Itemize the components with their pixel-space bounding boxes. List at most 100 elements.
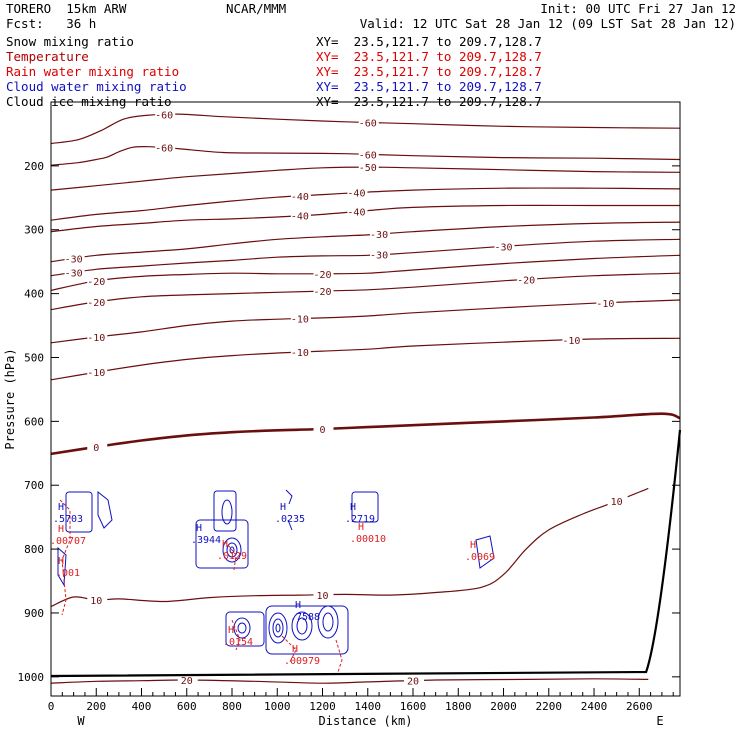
contour-label-bg xyxy=(596,296,617,308)
rain-water-max-label: .00979 xyxy=(284,656,320,667)
x-tick-label: 600 xyxy=(177,700,197,713)
model-title: TORERO 15km ARW xyxy=(6,1,127,16)
contour-label-bg xyxy=(155,108,176,120)
contour-label: 10 xyxy=(611,497,623,508)
temperature-contour xyxy=(50,145,681,166)
cloud-water-max-label: .5703 xyxy=(53,514,83,525)
contour-label: -60 xyxy=(155,144,173,155)
contour-label-bg xyxy=(358,161,379,173)
cloud-water-max-label: .7588 xyxy=(290,612,320,623)
cloud-water-max-label: .3944 xyxy=(191,535,221,546)
y-tick-label: 500 xyxy=(24,351,44,364)
rain-water-max-marker: H xyxy=(470,540,476,551)
contour-label-bg xyxy=(64,266,85,278)
contour-label: -20 xyxy=(87,298,105,309)
contour-label: 20 xyxy=(407,677,419,688)
contour-label-bg xyxy=(313,588,334,600)
rain-water-max-label: .0069 xyxy=(465,552,495,563)
plot-frame-border xyxy=(50,101,681,697)
contour-label: -40 xyxy=(347,208,365,219)
x-tick-label: 1400 xyxy=(355,700,382,713)
temperature-contour xyxy=(50,254,681,291)
contour-label-bg xyxy=(313,285,334,297)
contour-label: -50 xyxy=(359,163,377,174)
contour-label: -20 xyxy=(313,270,331,281)
rain-water-max-marker: H xyxy=(58,524,64,535)
y-axis-label: Pressure (hPa) xyxy=(3,348,17,449)
rain-water-max-marker: H xyxy=(292,644,298,655)
legend-temperature-xy: XY= 23.5,121.7 to 209.7,128.7 xyxy=(316,49,542,64)
y-tick-label: 900 xyxy=(24,607,44,620)
x-tick-label: 800 xyxy=(222,700,242,713)
contour-label: -60 xyxy=(359,118,377,129)
contour-label: -10 xyxy=(562,336,580,347)
contour-label: -60 xyxy=(155,111,173,122)
contour-label-bg xyxy=(358,148,379,160)
contour-label-bg xyxy=(313,267,334,279)
contour-label: -10 xyxy=(291,315,309,326)
x-tick-label: 1200 xyxy=(309,700,336,713)
contour-label-bg xyxy=(87,331,108,343)
rain-water-max-marker: H xyxy=(228,625,234,636)
temperature-contour xyxy=(50,299,681,344)
contour-label: -40 xyxy=(291,212,309,223)
contour-label-bg xyxy=(87,440,108,452)
contour-label: -30 xyxy=(370,230,388,241)
x-tick-label: 2200 xyxy=(536,700,563,713)
x-tick-label: 1600 xyxy=(400,700,427,713)
rain-water-max-label: .00010 xyxy=(350,534,386,545)
temperature-contour xyxy=(50,187,681,221)
contour-label-bg xyxy=(290,346,311,358)
cloud-water-max-marker: H xyxy=(196,523,202,534)
contour-label-bg xyxy=(177,674,198,686)
plot-frame xyxy=(50,101,681,697)
contour-label-bg xyxy=(313,423,334,435)
valid-time: Valid: 12 UTC Sat 28 Jan 12 (09 LST Sat … xyxy=(359,16,736,31)
temperature-contour xyxy=(50,113,681,145)
y-tick-label: 400 xyxy=(24,288,44,301)
contour-label-bg xyxy=(517,273,538,285)
y-tick-label: 1000 xyxy=(18,671,45,684)
x-tick-label: 2600 xyxy=(626,700,653,713)
temperature-contour xyxy=(50,221,681,263)
contour-label-bg xyxy=(370,248,391,260)
contour-label: 20 xyxy=(181,676,193,687)
legend-snow-xy: XY= 23.5,121.7 to 209.7,128.7 xyxy=(316,34,542,49)
contour-label: -30 xyxy=(370,251,388,262)
terrain-line xyxy=(50,429,682,678)
contour-label: -20 xyxy=(517,276,535,287)
contour-label-bg xyxy=(290,312,311,324)
cloud-water-max-marker: H xyxy=(280,502,286,513)
contour-label: -40 xyxy=(347,189,365,200)
contour-label: 0 xyxy=(319,425,325,436)
contour-label: -10 xyxy=(291,348,309,359)
contour-label-bg xyxy=(87,366,108,378)
x-tick-label: 1800 xyxy=(445,700,472,713)
west-label: W xyxy=(77,714,85,728)
x-tick-label: 1000 xyxy=(264,700,291,713)
rain-water-max-marker: H xyxy=(58,556,64,567)
legend-temperature: Temperature xyxy=(6,49,89,64)
contour-label: 0 xyxy=(93,443,99,454)
contour-label: -60 xyxy=(359,150,377,161)
forecast-hour: Fcst: 36 h xyxy=(6,16,97,31)
contour-label-bg xyxy=(87,274,108,286)
rain-water-max-label: .001 xyxy=(56,568,80,579)
y-tick-label: 600 xyxy=(24,415,44,428)
cloud-water-contours xyxy=(57,489,495,655)
contour-label-bg xyxy=(290,189,311,201)
y-tick-label: 700 xyxy=(24,479,44,492)
x-tick-label: 2000 xyxy=(490,700,517,713)
x-axis-label: Distance (km) xyxy=(319,714,413,728)
contour-label: -20 xyxy=(87,277,105,288)
x-tick-label: 400 xyxy=(132,700,152,713)
temperature-contours: -60-60-60-60-50-40 -40-40 -40-30-30-30-30-… xyxy=(50,108,681,688)
x-tick-label: 2400 xyxy=(581,700,608,713)
contour-label-bg xyxy=(562,333,583,345)
contour-label: 10 xyxy=(90,596,102,607)
contour-label-bg xyxy=(155,141,176,153)
rain-water-max-label: .0129 xyxy=(217,551,247,562)
legend-rain: Rain water mixing ratio xyxy=(6,64,180,79)
legend-rain-xy: XY= 23.5,121.7 to 209.7,128.7 xyxy=(316,64,542,79)
